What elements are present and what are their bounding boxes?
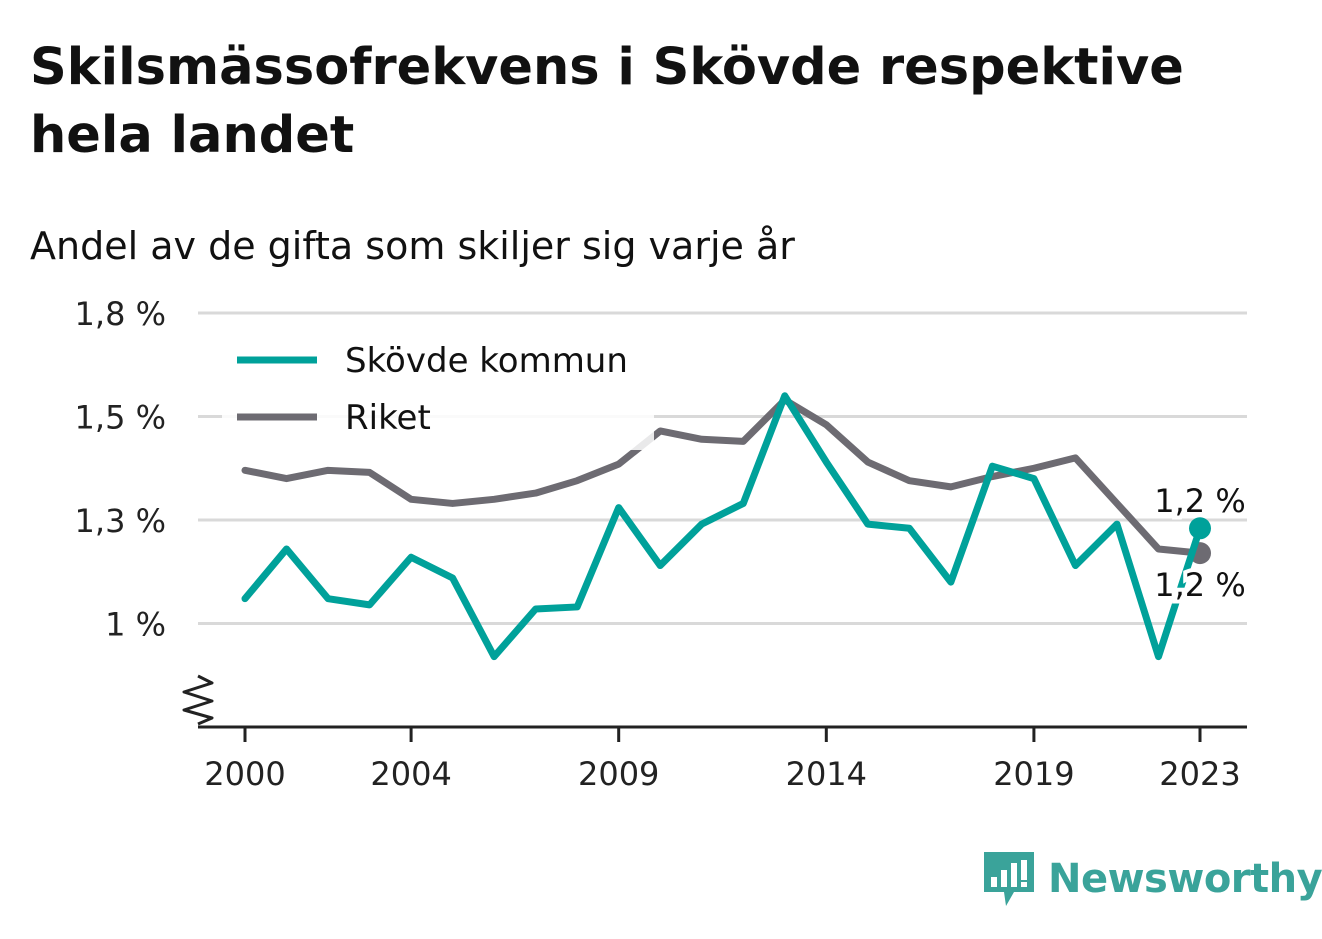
end-label: 1,2 % — [1154, 482, 1245, 520]
bar-chart-icon — [984, 852, 1034, 906]
legend-background — [222, 330, 654, 450]
x-tick-labels: 2000 2004 2009 2014 2019 2023 — [204, 727, 1241, 793]
series-line-riket — [241, 396, 1204, 557]
legend-label: Riket — [345, 398, 431, 438]
x-tick-label: 2023 — [1159, 755, 1240, 793]
x-tick-label: 2009 — [578, 755, 659, 793]
y-tick-label: 1 % — [105, 606, 166, 644]
x-tick-label: 2019 — [993, 755, 1074, 793]
end-labels: 1,2 % 1,2 % — [1150, 478, 1249, 608]
end-label: 1,2 % — [1154, 566, 1245, 604]
chart-title: Skilsmässofrekvens i Skövde respektive h… — [30, 38, 1184, 165]
y-tick-label: 1,5 % — [75, 399, 166, 437]
end-point-skovde — [1189, 517, 1211, 540]
axis-break-mark — [182, 674, 214, 726]
newsworthy-logo: Newsworthy — [980, 848, 1322, 910]
legend: Skövde kommun Riket — [222, 330, 654, 450]
x-axis — [182, 674, 1247, 729]
x-tick-label: 2014 — [786, 755, 867, 793]
series-lines — [241, 392, 1211, 661]
series-line-skovde — [241, 392, 1204, 661]
y-tick-label: 1,3 % — [75, 502, 166, 540]
x-tick-label: 2004 — [370, 755, 451, 793]
brand-name: Newsworthy — [1048, 856, 1322, 902]
legend-label: Skövde kommun — [345, 341, 628, 381]
y-tick-label: 1,8 % — [75, 295, 166, 333]
y-tick-labels: 1 % 1,3 % 1,5 % 1,8 % — [75, 295, 166, 644]
chart-subtitle: Andel av de gifta som skiljer sig varje … — [30, 224, 795, 268]
x-tick-label: 2000 — [204, 755, 285, 793]
